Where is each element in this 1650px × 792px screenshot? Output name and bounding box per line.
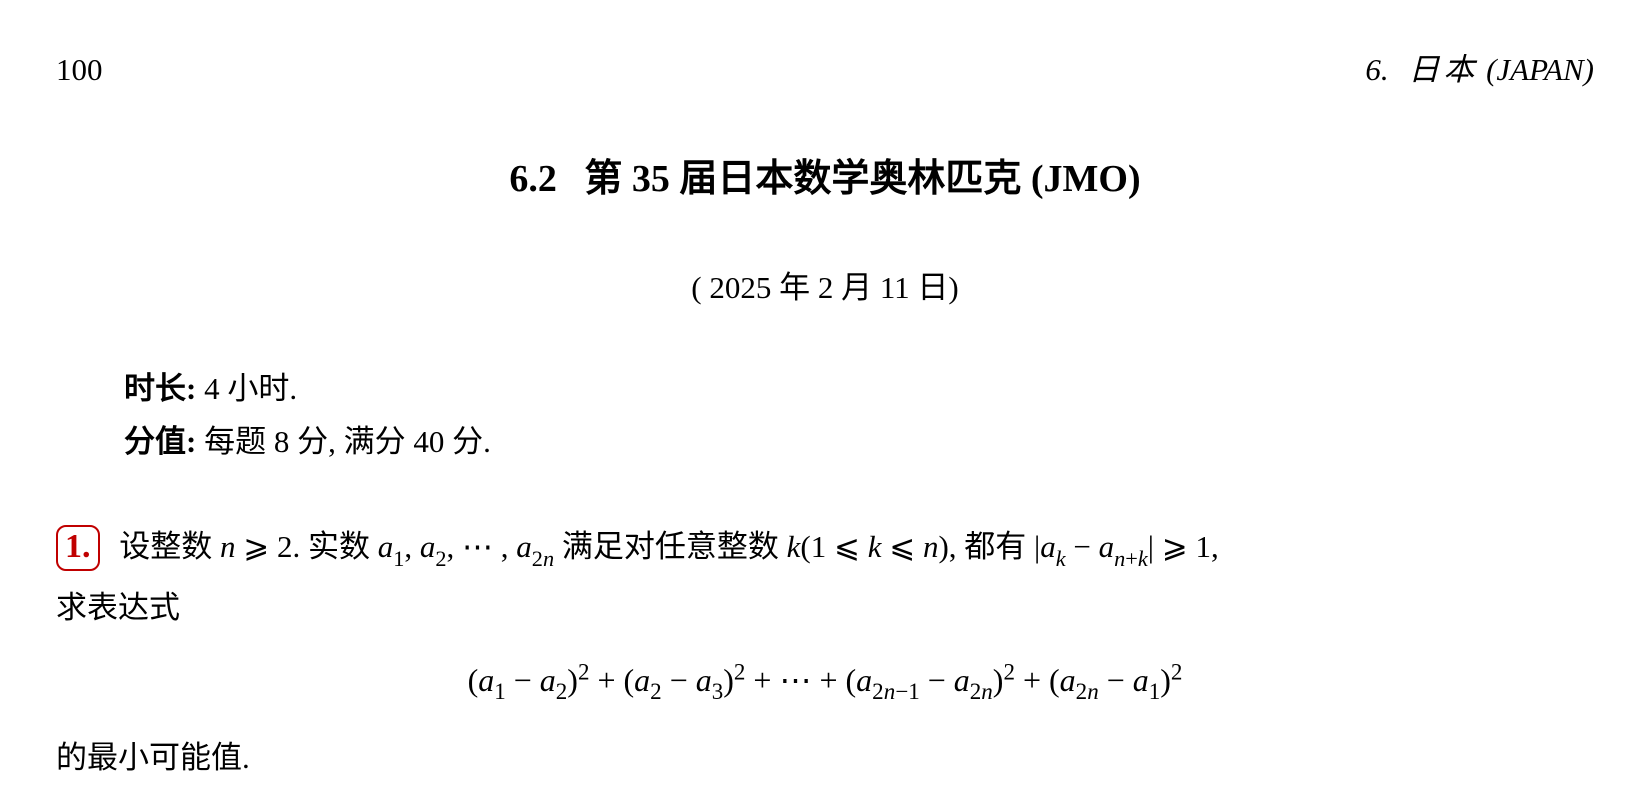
text-fragment: 满足对任意整数 xyxy=(554,529,787,564)
math-var-a: a xyxy=(1099,529,1115,564)
math-var-k: k xyxy=(868,529,882,564)
chapter-number: 6. xyxy=(1365,52,1388,87)
section-title: 6.2 第 35 届日本数学奥林匹克 (JMO) xyxy=(56,147,1594,202)
chapter-label: 6. 日本 (JAPAN) xyxy=(1365,44,1594,89)
math-rel: ⩽ xyxy=(881,529,922,564)
paren-close: ) xyxy=(1584,52,1594,87)
math-comma: , xyxy=(404,529,420,564)
score-value: 每题 8 分, 满分 40 分. xyxy=(196,424,491,459)
problem-number-badge: 1. xyxy=(56,525,100,571)
math-sub: 2 xyxy=(435,546,446,571)
text-fragment: 设整数 xyxy=(112,529,221,564)
problem-text-line3: 的最小可能值. xyxy=(56,729,1594,788)
chapter-name-latin: JAPAN xyxy=(1496,52,1583,87)
math-sub: n+k xyxy=(1114,546,1148,571)
text-fragment: . 实数 xyxy=(292,529,377,564)
math-minus: − xyxy=(1066,529,1099,564)
duration-label: 时长: xyxy=(124,371,196,406)
page-number: 100 xyxy=(56,52,103,88)
problem-text-line1: 1. 设整数 n ⩾ 2. 实数 a1, a2, ⋯ , a2n 满足对任意整数… xyxy=(56,518,1594,579)
problem-1: 1. 设整数 n ⩾ 2. 实数 a1, a2, ⋯ , a2n 满足对任意整数… xyxy=(56,518,1594,788)
section-title-suffix: 届日本数学奥林匹克 (JMO) xyxy=(670,158,1141,200)
math-var-a: a xyxy=(378,529,394,564)
math-var-n: n xyxy=(923,529,939,564)
paren-open: ( xyxy=(1486,52,1496,87)
chapter-name-cjk: 日本 xyxy=(1408,52,1478,87)
page-header: 100 6. 日本 (JAPAN) xyxy=(56,44,1594,89)
section-title-prefix: 第 xyxy=(584,158,632,200)
text-fragment: , xyxy=(1211,529,1219,564)
math-var-a: a xyxy=(420,529,436,564)
duration-value: 4 小时. xyxy=(196,371,297,406)
problem-display-math: (a1 − a2)2 + (a2 − a3)2 + ⋯ + (a2n−1 − a… xyxy=(56,650,1594,713)
math-paren: (1 ⩽ xyxy=(800,529,867,564)
contest-date: ( 2025 年 2 月 11 日) xyxy=(56,262,1594,307)
math-dots: , ⋯ , xyxy=(447,529,517,564)
math-paren: ) xyxy=(938,529,948,564)
score-row: 分值: 每题 8 分, 满分 40 分. xyxy=(124,416,1594,469)
math-rel: ⩾ 2 xyxy=(236,529,293,564)
math-var-a: a xyxy=(516,529,532,564)
math-var-a: a xyxy=(1040,529,1056,564)
section-title-num: 35 xyxy=(632,158,670,200)
duration-row: 时长: 4 小时. xyxy=(124,363,1594,416)
math-sub: 2n xyxy=(532,546,554,571)
math-var-k: k xyxy=(787,529,801,564)
math-abs-close: | ⩾ 1 xyxy=(1148,529,1211,564)
math-var-n: n xyxy=(220,529,236,564)
section-number: 6.2 xyxy=(509,158,557,200)
math-sub: 1 xyxy=(393,546,404,571)
contest-info: 时长: 4 小时. 分值: 每题 8 分, 满分 40 分. xyxy=(124,363,1594,468)
score-label: 分值: xyxy=(124,424,196,459)
math-sub: k xyxy=(1056,546,1066,571)
text-fragment: , 都有 xyxy=(949,529,1034,564)
problem-text-line2: 求表达式 xyxy=(56,579,1594,638)
